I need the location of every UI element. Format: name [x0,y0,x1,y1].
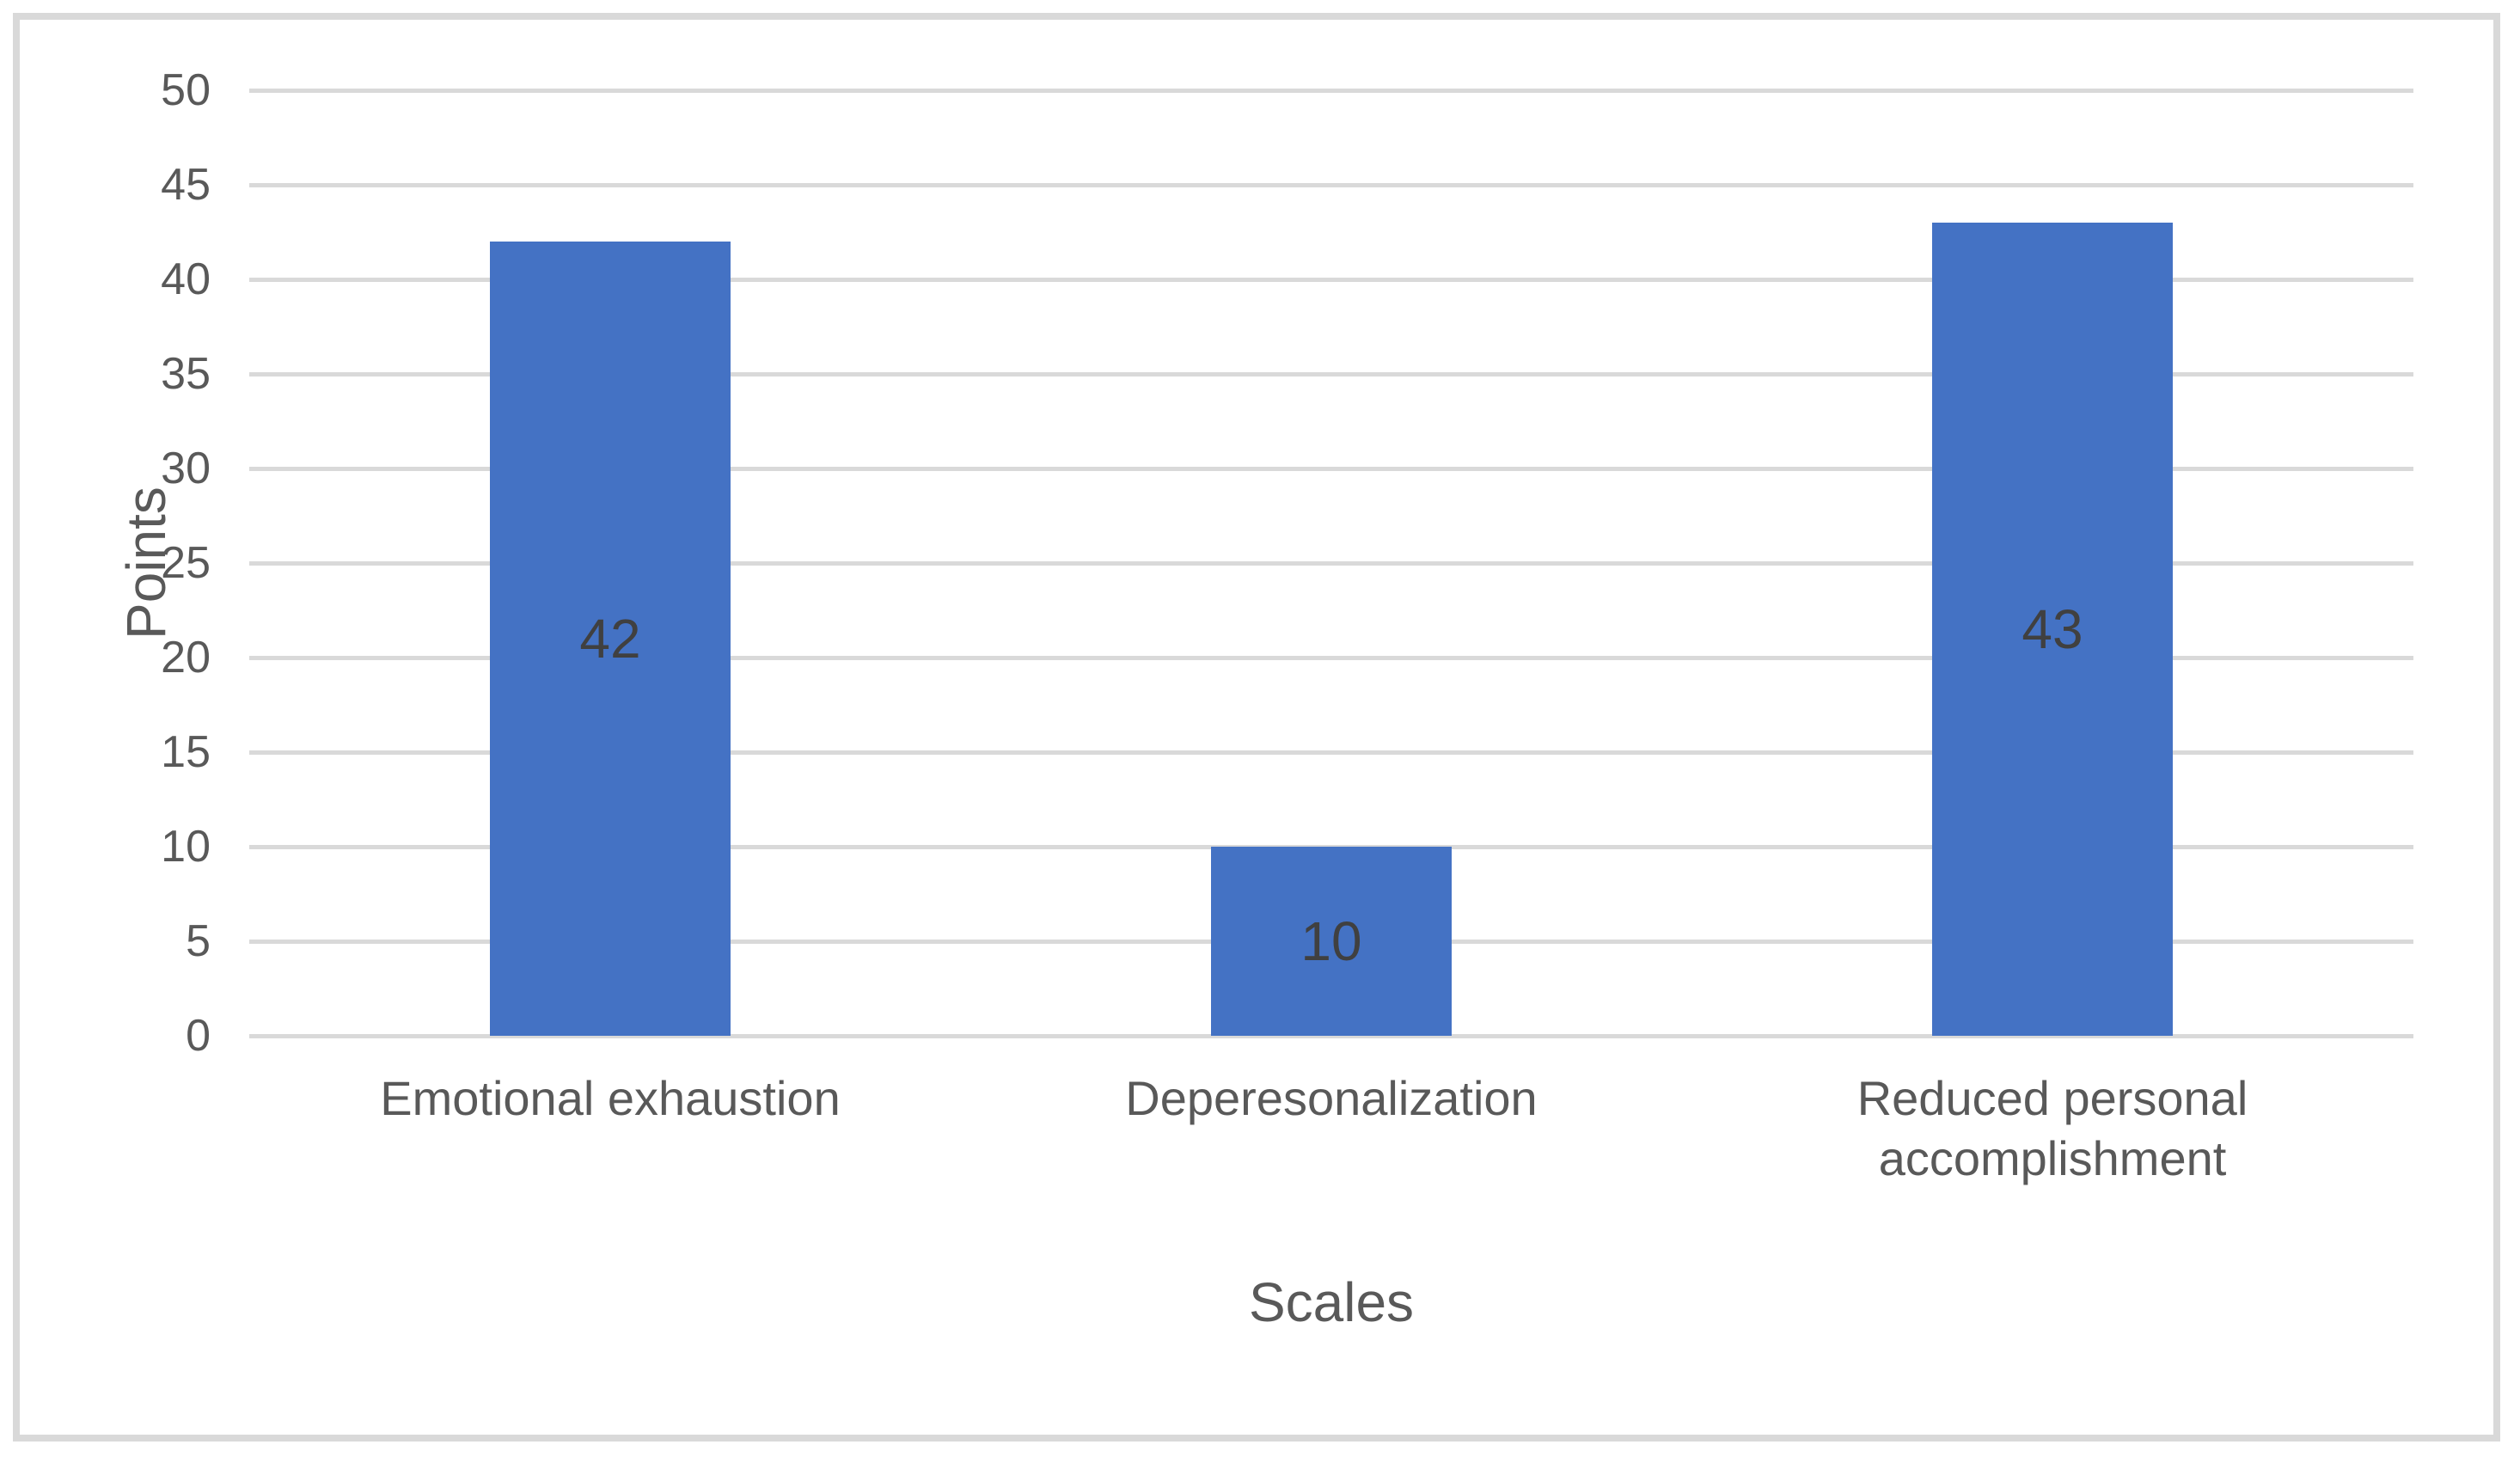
y-axis-tick-label: 45 [161,160,211,210]
gridline [249,278,2413,282]
gridline [249,467,2413,471]
y-axis-tick-label: 15 [161,727,211,777]
gridline [249,561,2413,566]
gridline [249,1034,2413,1038]
y-axis-tick-label: 5 [186,916,211,966]
bar: 42 [490,242,731,1036]
y-axis-tick-label: 35 [161,349,211,399]
bar-value-label: 43 [2022,598,2083,660]
x-category-label: Reduced personal accomplishment [1856,1071,2248,1185]
gridline [249,372,2413,376]
bar-value-label: 10 [1300,910,1362,972]
gridline [249,89,2413,93]
gridline [249,656,2413,660]
x-axis-title: Scales [1248,1271,1415,1333]
bar: 43 [1932,223,2173,1036]
gridline [249,183,2413,187]
plot-area: 0 5 10 15 20 25 30 35 40 45 50 42 Emotional exhausti… [161,65,2413,1185]
y-axis-tick-label: 0 [186,1011,211,1061]
y-axis-tick-label: 30 [161,444,211,493]
y-axis-tick-label: 50 [161,65,211,115]
chart-border-frame [13,13,2500,1442]
y-axis-tick-label: 20 [161,633,211,683]
y-axis-tick-label: 25 [161,538,211,588]
gridline [249,750,2413,755]
bar-value-label: 42 [579,608,641,670]
x-category-label: Emotional exhaustion [380,1071,841,1125]
y-axis-tick-label: 10 [161,822,211,872]
y-axis-tick-label: 40 [161,254,211,304]
x-category-label: Deperesonalization [1125,1071,1538,1125]
bar: 10 [1211,847,1452,1036]
